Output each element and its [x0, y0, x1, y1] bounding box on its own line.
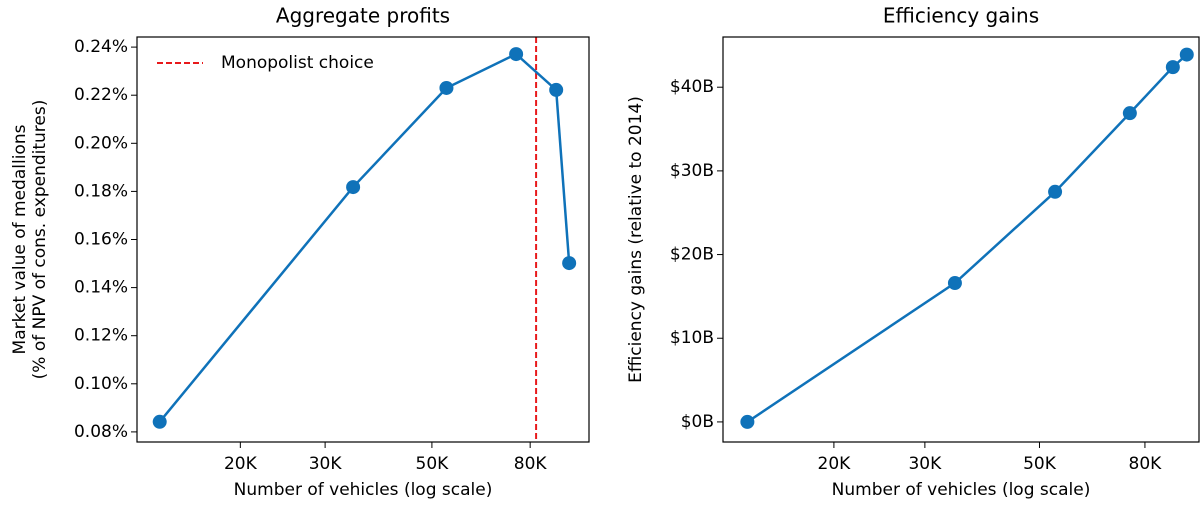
y-tick-label: 0.10% [74, 374, 128, 394]
data-point [152, 414, 167, 429]
data-point [1165, 60, 1180, 75]
y-tick-label: 0.08% [74, 422, 128, 442]
x-tick-label: 20K [224, 454, 258, 474]
data-line [746, 53, 1188, 423]
y-tick-label: $40B [670, 77, 714, 97]
y-axis-label: Efficiency gains (relative to 2014) [626, 96, 646, 383]
data-point [509, 47, 524, 62]
chart-title: Aggregate profits [276, 4, 450, 28]
data-point [562, 256, 577, 271]
data-point [740, 414, 755, 429]
x-tick-label: 30K [908, 454, 942, 474]
data-line [158, 52, 571, 423]
x-axis-label: Number of vehicles (log scale) [832, 480, 1091, 500]
y-tick-label: 0.12% [74, 326, 128, 346]
data-point [1122, 106, 1137, 121]
x-tick-label: 50K [1023, 454, 1057, 474]
x-tick-label: 80K [1129, 454, 1163, 474]
data-point [1048, 184, 1063, 199]
y-tick-label: 0.22% [74, 85, 128, 105]
x-tick-label: 50K [416, 454, 450, 474]
data-point [346, 180, 361, 195]
x-tick-label: 20K [818, 454, 852, 474]
data-point [1179, 47, 1194, 62]
x-tick-label: 80K [514, 454, 548, 474]
plot-frame [722, 36, 1200, 443]
y-tick-label: 0.24% [74, 37, 128, 57]
y-tick-label: $0B [681, 412, 714, 432]
x-axis-label: Number of vehicles (log scale) [234, 480, 493, 500]
y-axis-label: (% of NPV of cons. expenditures) [30, 100, 50, 380]
y-tick-label: $10B [670, 328, 714, 348]
y-tick-label: $30B [670, 161, 714, 181]
data-point [947, 276, 962, 291]
y-tick-label: 0.16% [74, 230, 128, 250]
data-point [549, 82, 564, 97]
data-point [439, 80, 454, 95]
y-tick-label: $20B [670, 245, 714, 265]
legend-label: Monopolist choice [221, 53, 374, 73]
y-tick-label: 0.20% [74, 133, 128, 153]
chart-title: Efficiency gains [883, 4, 1039, 28]
x-tick-label: 30K [309, 454, 343, 474]
plot-frame [136, 36, 590, 443]
y-axis-label: Market value of medallions [10, 124, 30, 354]
y-tick-label: 0.18% [74, 181, 128, 201]
y-tick-label: 0.14% [74, 278, 128, 298]
